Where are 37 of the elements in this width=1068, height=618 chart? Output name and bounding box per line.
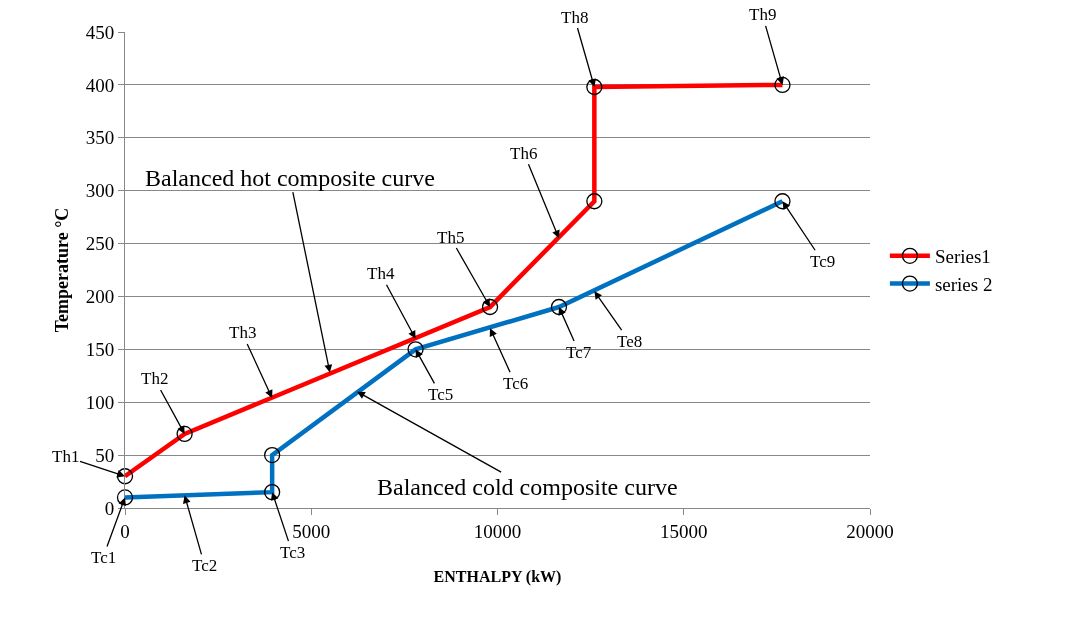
annotation: Tc5 [428, 385, 454, 404]
x-tick-label: 0 [120, 520, 130, 542]
annotation: Th5 [437, 228, 465, 247]
annotation: Th9 [749, 5, 777, 24]
annotation: Tc7 [566, 343, 592, 362]
annotation: Th4 [367, 264, 395, 283]
annotation: Th1 [52, 447, 80, 466]
annotation: Th3 [229, 323, 257, 342]
annotation: Th8 [561, 8, 589, 27]
y-tick-label: 400 [85, 74, 115, 96]
x-tick-label: 10000 [473, 520, 522, 542]
annotation: Tc6 [503, 374, 529, 393]
y-tick-label: 250 [85, 233, 115, 255]
legend-label: Series1 [934, 246, 991, 268]
annotation: Th6 [510, 144, 538, 163]
legend-label: series 2 [934, 273, 993, 295]
y-tick-label: 450 [85, 21, 115, 43]
annotation: Tc3 [280, 543, 306, 562]
y-tick-label: 50 [95, 444, 115, 466]
x-tick-label: 20000 [846, 520, 894, 542]
annotation: Balanced cold composite curve [377, 474, 678, 500]
y-tick-label: 350 [85, 127, 115, 149]
y-tick-label: 150 [85, 338, 115, 360]
y-tick-label: 200 [85, 286, 115, 308]
x-tick-label: 5000 [292, 520, 331, 542]
y-tick-label: 300 [85, 180, 115, 202]
y-tick-label: 100 [85, 391, 115, 413]
annotation: Tc9 [810, 252, 836, 271]
annotation: Tc1 [91, 548, 117, 567]
y-tick-label: 0 [104, 497, 115, 519]
y-axis-title: Temperature °C [51, 207, 72, 333]
annotation: Tc2 [192, 556, 218, 575]
annotation: Balanced hot composite curve [145, 165, 435, 191]
annotation: Te8 [617, 332, 643, 351]
annotation: Th2 [141, 369, 169, 388]
x-axis-title: ENTHALPY (kW) [433, 568, 562, 587]
x-tick-label: 15000 [660, 520, 708, 542]
